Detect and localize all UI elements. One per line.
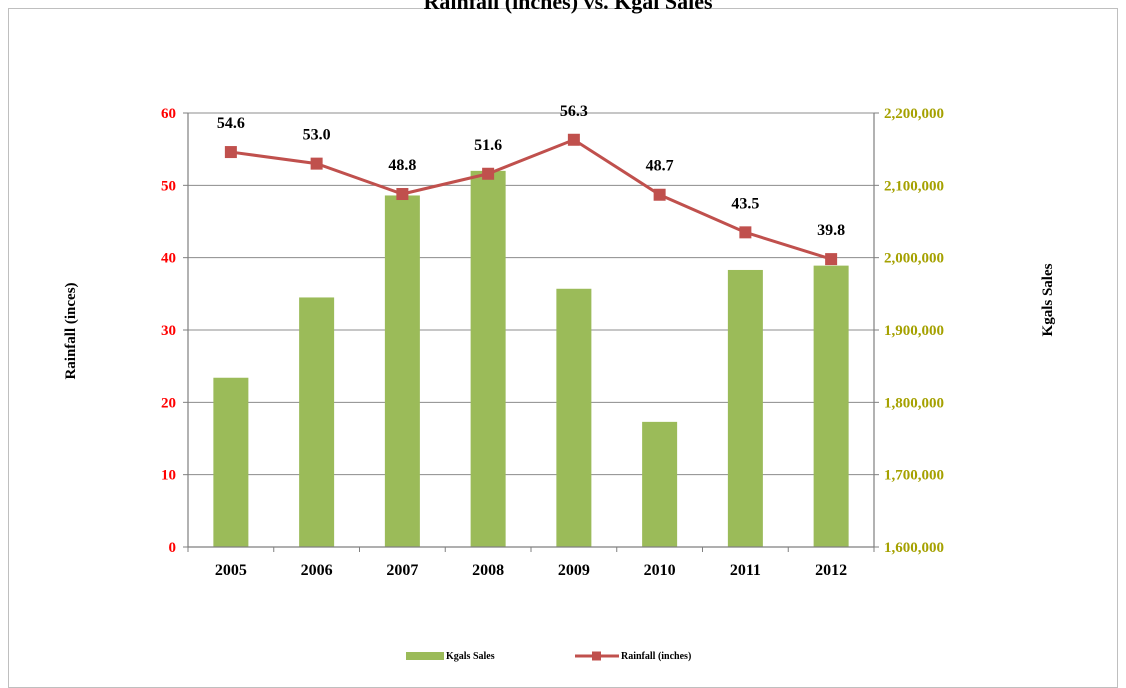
bar-series [213,170,849,547]
marker-rainfall-2008 [482,167,495,180]
x-tick-label: 2012 [815,562,847,579]
bar-kgals-sales-2009 [556,288,592,547]
marker-rainfall-2006 [310,157,323,170]
marker-rainfall-2012 [825,253,838,266]
line-rainfall [230,138,832,261]
x-tick-label: 2006 [301,562,333,579]
marker-rainfall-2010 [653,188,666,201]
marker-rainfall-2005 [224,146,237,159]
x-tick-label: 2011 [730,562,761,579]
bar-kgals-sales-2006 [299,297,335,547]
data-label-rainfall-2005: 54.6 [217,115,245,132]
x-tick-label: 2008 [472,562,504,579]
bar-kgals-sales-2011 [727,269,763,547]
bar-kgals-sales-2010 [642,421,678,547]
gridlines [188,112,874,476]
y-right-tick-label: 2,100,000 [884,178,944,194]
y-left-axis-title: Rainfall (inces) [63,282,79,379]
y-left-tick-label: 60 [161,106,176,122]
legend-label-kgals-sales: Kgals Sales [446,651,495,662]
x-tick-label: 2007 [386,562,418,579]
axes: 0 10 20 30 40 50 60 1,600,000 1,700,000 1,800,000… [161,106,944,579]
y-left-tick-label: 30 [161,323,176,339]
data-label-rainfall-2009: 56.3 [560,103,588,120]
y-right-tick-label: 1,700,000 [884,468,944,484]
y-left-tick-label: 40 [161,251,176,267]
y-right-tick-label: 1,800,000 [884,395,944,411]
marker-rainfall-2007 [396,188,409,201]
data-label-rainfall-2011: 43.5 [731,195,759,212]
data-label-rainfall-2007: 48.8 [388,157,416,174]
y-right-axis-title: Kgals Sales [1040,263,1056,336]
legend-label-rainfall: Rainfall (inches) [621,651,691,662]
bar-kgals-sales-2012 [813,265,849,547]
y-left-tick-label: 10 [161,468,176,484]
y-left-tick-label: 20 [161,395,176,411]
x-tick-label: 2005 [215,562,247,579]
bar-kgals-sales-2008 [470,170,506,547]
y-left-tick-label: 0 [169,540,177,556]
y-right-tick-label: 1,900,000 [884,323,944,339]
data-label-rainfall-2012: 39.8 [817,222,845,239]
y-right-tick-label: 1,600,000 [884,540,944,556]
bar-kgals-sales-2005 [213,377,249,547]
data-label-rainfall-2010: 48.7 [646,158,674,175]
chart-title: Rainfall (inches) vs. Kgal Sales [423,0,713,14]
x-tick-label: 2010 [644,562,676,579]
x-tick-label: 2009 [558,562,590,579]
marker-rainfall-2011 [739,226,752,239]
line-series [224,133,838,266]
data-label-rainfall-2006: 53.0 [303,127,331,144]
legend-swatch-kgals-sales [406,652,444,660]
marker-rainfall-2009 [567,133,580,146]
y-right-tick-label: 2,000,000 [884,251,944,267]
legend-marker-rainfall [592,651,601,661]
legend: Kgals Sales Rainfall (inches) [406,651,691,662]
data-labels: 54.6 53.0 48.8 51.6 56.3 48.7 43.5 39.8 [217,103,845,239]
y-left-tick-label: 50 [161,178,176,194]
data-label-rainfall-2008: 51.6 [474,137,502,154]
y-right-tick-label: 2,200,000 [884,106,944,122]
bar-kgals-sales-2007 [384,195,420,547]
